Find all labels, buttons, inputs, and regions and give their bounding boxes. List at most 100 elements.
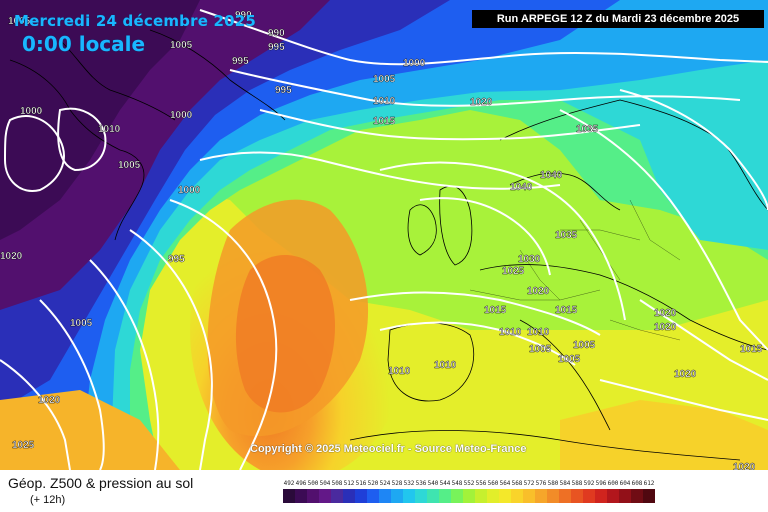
legend-swatch xyxy=(523,489,535,503)
legend-swatch xyxy=(283,489,295,503)
legend-swatch xyxy=(535,489,547,503)
pressure-label: 1010 xyxy=(434,360,457,371)
legend-value: 528 xyxy=(391,480,403,487)
isobar-labels: 1005 1005 990 990 995 995 995 1000 1005 … xyxy=(0,10,763,470)
legend-swatch xyxy=(547,489,559,503)
pressure-label: 1020 xyxy=(470,97,493,108)
legend-swatch xyxy=(391,489,403,503)
legend-value: 508 xyxy=(331,480,343,487)
legend-panel: Géop. Z500 & pression au sol (+ 12h) 492… xyxy=(0,470,768,512)
pressure-label: 1020 xyxy=(733,462,756,470)
legend-value: 608 xyxy=(631,480,643,487)
pressure-label: 1010 xyxy=(373,96,396,107)
legend-swatch xyxy=(595,489,607,503)
field-band-deeppurple xyxy=(0,0,200,240)
pressure-label: 1020 xyxy=(38,395,61,406)
legend-swatch xyxy=(571,489,583,503)
pressure-label: 1020 xyxy=(0,251,23,262)
legend-value: 560 xyxy=(487,480,499,487)
legend-swatch xyxy=(355,489,367,503)
pressure-label: 995 xyxy=(268,42,285,53)
legend-value: 504 xyxy=(319,480,331,487)
legend-value: 572 xyxy=(523,480,535,487)
southeast-warm xyxy=(560,400,768,470)
legend-value: 532 xyxy=(403,480,415,487)
pressure-label: 1030 xyxy=(518,254,541,265)
pressure-label: 1005 xyxy=(8,16,31,27)
pressure-label: 995 xyxy=(275,85,292,96)
legend-swatch xyxy=(607,489,619,503)
pressure-label: 1000 xyxy=(170,110,193,121)
legend-value: 592 xyxy=(583,480,595,487)
legend-value: 588 xyxy=(571,480,583,487)
forecast-date: Mercredi 24 décembre 2025 xyxy=(14,12,257,30)
legend-swatch xyxy=(319,489,331,503)
legend-value: 500 xyxy=(307,480,319,487)
forecast-lead-time: (+ 12h) xyxy=(30,494,66,506)
legend-swatch xyxy=(403,489,415,503)
pressure-label: 1040 xyxy=(510,182,533,193)
pressure-label: 1025 xyxy=(12,440,35,451)
legend-swatch xyxy=(331,489,343,503)
legend-swatch xyxy=(451,489,463,503)
legend-value: 536 xyxy=(415,480,427,487)
legend-value: 496 xyxy=(295,480,307,487)
legend-value: 604 xyxy=(619,480,631,487)
legend-value: 612 xyxy=(643,480,655,487)
pressure-label: 1020 xyxy=(654,308,677,319)
legend-value: 548 xyxy=(451,480,463,487)
legend-value: 552 xyxy=(463,480,475,487)
pressure-label: 1000 xyxy=(403,58,426,69)
legend-value: 568 xyxy=(511,480,523,487)
legend-swatch xyxy=(499,489,511,503)
pressure-label: 1005 xyxy=(558,354,581,365)
legend-swatch xyxy=(343,489,355,503)
parameter-title: Géop. Z500 & pression au sol xyxy=(8,475,194,491)
legend-value: 580 xyxy=(547,480,559,487)
pressure-label: 1005 xyxy=(170,40,193,51)
pressure-label: 1010 xyxy=(98,124,121,135)
legend-value: 512 xyxy=(343,480,355,487)
pressure-label: 1025 xyxy=(502,266,525,277)
legend-swatch xyxy=(463,489,475,503)
legend-swatch xyxy=(643,489,655,503)
pressure-label: 1015 xyxy=(740,344,763,355)
legend-value: 576 xyxy=(535,480,547,487)
legend-value: 516 xyxy=(355,480,367,487)
pressure-label: 1020 xyxy=(674,369,697,380)
legend-swatch xyxy=(439,489,451,503)
legend-swatch xyxy=(367,489,379,503)
legend-swatch xyxy=(475,489,487,503)
pressure-label: 1005 xyxy=(70,318,93,329)
pressure-label: 1000 xyxy=(178,185,201,196)
color-scale-legend: 492 496 500 504 508 512 516 520 524 528 532 536 540 5… xyxy=(283,479,655,503)
pressure-label: 1035 xyxy=(576,124,599,135)
legend-value: 600 xyxy=(607,480,619,487)
legend-value: 556 xyxy=(475,480,487,487)
legend-swatches xyxy=(283,489,655,503)
isobars xyxy=(0,9,768,470)
legend-value: 544 xyxy=(439,480,451,487)
legend-value: 492 xyxy=(283,480,295,487)
pressure-label: 990 xyxy=(235,10,252,21)
pressure-label: 990 xyxy=(268,28,285,39)
pressure-label: 1010 xyxy=(388,366,411,377)
pressure-label: 1010 xyxy=(527,327,550,338)
pressure-label: 1020 xyxy=(654,322,677,333)
pressure-label: 1000 xyxy=(20,106,43,117)
forecast-time: 0:00 locale xyxy=(22,32,146,56)
pressure-label: 1035 xyxy=(555,230,578,241)
pressure-label: 995 xyxy=(168,254,185,265)
legend-swatch xyxy=(415,489,427,503)
legend-value: 564 xyxy=(499,480,511,487)
pressure-label: 1040 xyxy=(540,170,563,181)
pressure-label: 1005 xyxy=(529,344,552,355)
legend-swatch xyxy=(307,489,319,503)
legend-swatch xyxy=(511,489,523,503)
legend-value: 520 xyxy=(367,480,379,487)
coastlines xyxy=(9,29,768,461)
pressure-label: 1015 xyxy=(555,305,578,316)
pressure-label: 1010 xyxy=(499,327,522,338)
copyright-notice: Copyright © 2025 Meteociel.fr - Source M… xyxy=(250,443,527,455)
